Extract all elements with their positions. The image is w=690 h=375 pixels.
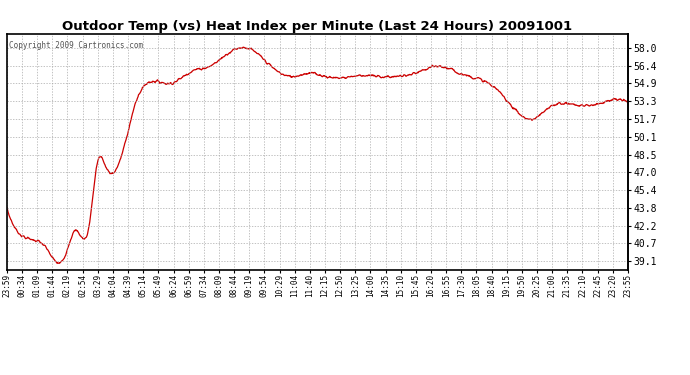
Text: Copyright 2009 Cartronics.com: Copyright 2009 Cartronics.com — [9, 41, 143, 50]
Title: Outdoor Temp (vs) Heat Index per Minute (Last 24 Hours) 20091001: Outdoor Temp (vs) Heat Index per Minute … — [62, 20, 573, 33]
